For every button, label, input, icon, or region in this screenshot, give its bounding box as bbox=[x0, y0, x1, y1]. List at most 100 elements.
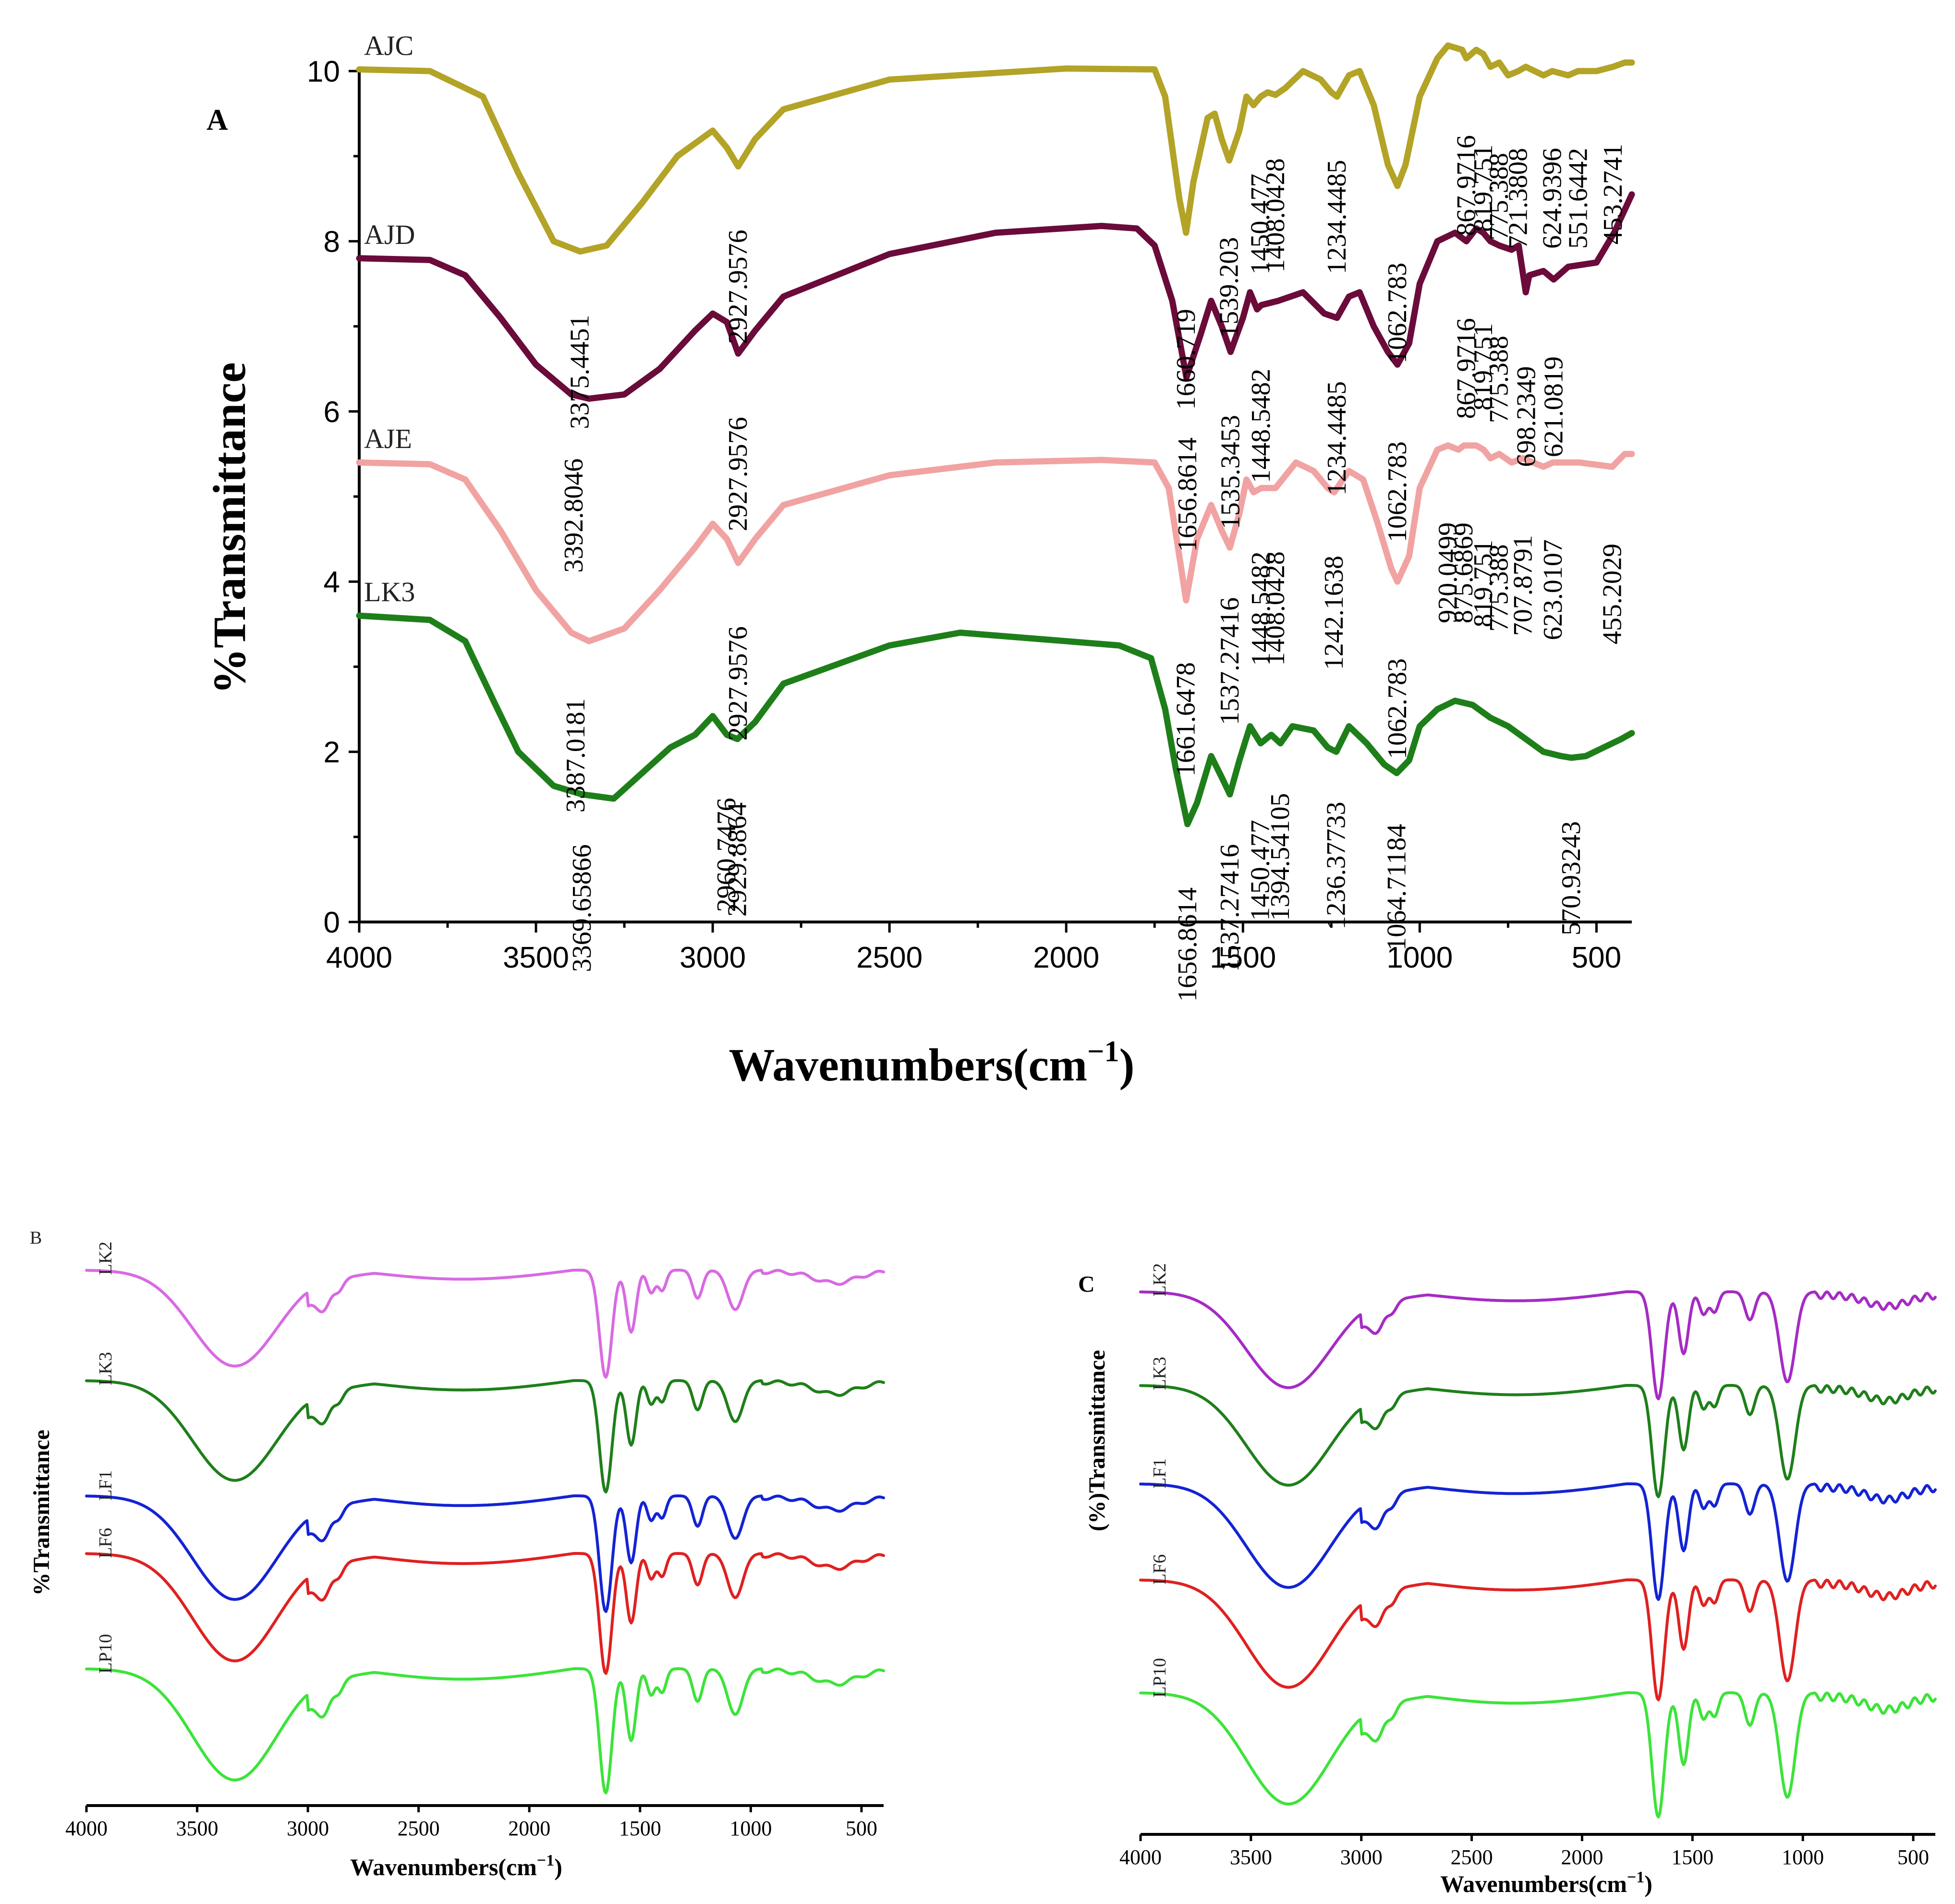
panel-b-series-lk3-line bbox=[85, 1379, 885, 1493]
panel-c-series-lp10-label: LP10 bbox=[1150, 1658, 1170, 1698]
panel-b-series-lf6-label: LF6 bbox=[96, 1528, 116, 1558]
series-ajd-line bbox=[356, 191, 1635, 402]
peak-label: 1535.3453 bbox=[1215, 415, 1245, 529]
panel-c-series-lf1-line bbox=[1139, 1482, 1937, 1601]
peak-label: 1408.0428 bbox=[1261, 551, 1290, 666]
peak-label: 3375.4451 bbox=[565, 315, 595, 429]
y-tick-label: 8 bbox=[324, 225, 340, 258]
x-tick-label: 4000 bbox=[326, 941, 392, 974]
panel-b-series-lk3-label: LK3 bbox=[96, 1352, 116, 1385]
panel-b-series-lf1-label: LF1 bbox=[96, 1470, 116, 1501]
peak-label: 1450.477 bbox=[1246, 820, 1275, 921]
peak-label: 1064.71184 bbox=[1382, 824, 1412, 951]
peak-label: 1660.719 bbox=[1171, 309, 1201, 410]
series-aje-line bbox=[356, 442, 1635, 644]
panel-b-series-lk2-label: LK2 bbox=[96, 1241, 116, 1275]
panel-b-series-lp10-label: LP10 bbox=[96, 1634, 116, 1674]
panel-c: C (%)Transmittance Wavenumbers(cm−1) 400… bbox=[1078, 1263, 1937, 1897]
peak-label: 1242.1638 bbox=[1319, 556, 1349, 670]
x-tick-label: 4000 bbox=[65, 1817, 108, 1840]
peak-label: 3392.8046 bbox=[559, 459, 589, 573]
peak-label: 1062.783 bbox=[1383, 263, 1412, 364]
peak-label: 698.2349 bbox=[1512, 366, 1542, 467]
panel-b-series-lf6-line bbox=[85, 1552, 885, 1675]
x-tick-label: 2500 bbox=[398, 1817, 440, 1840]
x-tick-label: 500 bbox=[1897, 1845, 1929, 1869]
panel-b: B %Transmittance Wavenumbers(cm−1) 4000 3… bbox=[29, 1228, 885, 1880]
panel-c-series-lk2-label: LK2 bbox=[1150, 1263, 1170, 1297]
peak-label: 1448.5482 bbox=[1246, 369, 1276, 483]
peak-label: 1537.27416 bbox=[1215, 597, 1245, 725]
panel-b-label: B bbox=[30, 1228, 42, 1248]
x-tick-label: 1500 bbox=[619, 1817, 661, 1840]
peak-label: 819.751 bbox=[1469, 323, 1498, 411]
panel-b-x-axis-label: Wavenumbers(cm−1) bbox=[350, 1852, 562, 1880]
x-tick-label: 1000 bbox=[1782, 1845, 1824, 1869]
peak-label: 453.2741 bbox=[1598, 144, 1628, 244]
x-tick-label: 2000 bbox=[508, 1817, 550, 1840]
panel-c-series-lk3-line bbox=[1139, 1384, 1937, 1498]
x-tick-label: 3000 bbox=[287, 1817, 329, 1840]
peak-label: 775.388 bbox=[1484, 336, 1514, 423]
series-ajc-label: AJC bbox=[364, 30, 413, 61]
peak-label: 707.8791 bbox=[1508, 535, 1538, 636]
x-tick-label: 3500 bbox=[176, 1817, 219, 1840]
series-ajc-line bbox=[356, 42, 1635, 255]
peak-label: 1661.6478 bbox=[1171, 662, 1201, 776]
panel-c-y-axis-label: (%)Transmittance bbox=[1084, 1350, 1110, 1531]
panel-c-label: C bbox=[1078, 1272, 1095, 1297]
peak-label: 1450.477 bbox=[1246, 174, 1275, 275]
x-tick-label: 2000 bbox=[1561, 1845, 1603, 1869]
panel-a: A %Transmittance Wavenumbers(cm−1) 4000 3… bbox=[204, 30, 1635, 1091]
peak-label: 570.93243 bbox=[1556, 821, 1586, 935]
panel-c-series-lf6-line bbox=[1139, 1578, 1937, 1701]
peak-label: 1062.783 bbox=[1383, 441, 1412, 542]
x-tick-label: 3500 bbox=[503, 941, 569, 974]
panel-c-series-lp10-line bbox=[1139, 1691, 1937, 1819]
x-tick-label: 500 bbox=[1572, 941, 1621, 974]
series-lk3-label: LK3 bbox=[364, 576, 415, 607]
peak-label: 1537.27416 bbox=[1215, 844, 1245, 972]
peak-label: 1656.8614 bbox=[1173, 437, 1202, 552]
peak-label: 819.751 bbox=[1469, 540, 1498, 627]
peak-label: 1236.37733 bbox=[1321, 802, 1351, 930]
peak-label: 775.388 bbox=[1484, 153, 1514, 240]
panel-b-series-lf1-line bbox=[85, 1494, 885, 1613]
peak-label: 1234.4485 bbox=[1322, 381, 1352, 496]
peak-label: 875.6869 bbox=[1449, 522, 1479, 623]
series-aje-label: AJE bbox=[364, 423, 412, 454]
x-tick-label: 2000 bbox=[1033, 941, 1099, 974]
peak-label: 1234.4485 bbox=[1322, 160, 1352, 274]
panel-b-series-lk2-line bbox=[85, 1269, 885, 1379]
peak-label: 551.6442 bbox=[1563, 148, 1593, 249]
peak-label: 624.9396 bbox=[1537, 148, 1567, 249]
x-tick-label: 1000 bbox=[729, 1817, 772, 1840]
y-tick-label: 10 bbox=[307, 55, 340, 88]
x-tick-label: 3000 bbox=[680, 941, 746, 974]
peak-label: 819.751 bbox=[1469, 145, 1498, 232]
peak-label: 1656.8614 bbox=[1173, 887, 1202, 1002]
peak-label: 2960.7476 bbox=[712, 798, 741, 912]
panel-b-series-lp10-line bbox=[85, 1667, 885, 1795]
series-lk3-line bbox=[356, 612, 1635, 827]
peak-label: 2927.9576 bbox=[723, 417, 753, 531]
y-tick-label: 0 bbox=[324, 906, 340, 939]
peak-label: 1539.203 bbox=[1214, 237, 1244, 338]
panel-c-x-axis-label: Wavenumbers(cm−1) bbox=[1440, 1868, 1652, 1897]
peak-label: 1448.5482 bbox=[1246, 552, 1276, 666]
peak-label: 867.9716 bbox=[1452, 135, 1481, 236]
panel-a-y-axis-label: %Transmittance bbox=[204, 362, 255, 694]
peak-label: 920.0499 bbox=[1433, 522, 1463, 623]
panel-c-series-lf6-label: LF6 bbox=[1150, 1554, 1170, 1585]
peak-label: 3369.65866 bbox=[567, 844, 597, 972]
panel-b-y-axis-label: %Transmittance bbox=[29, 1430, 54, 1596]
peak-label: 2927.9576 bbox=[723, 230, 753, 344]
x-tick-label: 4000 bbox=[1119, 1845, 1162, 1869]
x-tick-label: 2500 bbox=[856, 941, 923, 974]
panel-c-series-lk3-label: LK3 bbox=[1150, 1357, 1170, 1390]
x-tick-label: 500 bbox=[846, 1817, 877, 1840]
peak-label: 2927.9576 bbox=[723, 626, 753, 740]
panel-c-series-lf1-label: LF1 bbox=[1150, 1458, 1170, 1489]
peak-label: 623.0107 bbox=[1538, 539, 1568, 640]
peak-label: 1062.783 bbox=[1383, 658, 1412, 759]
